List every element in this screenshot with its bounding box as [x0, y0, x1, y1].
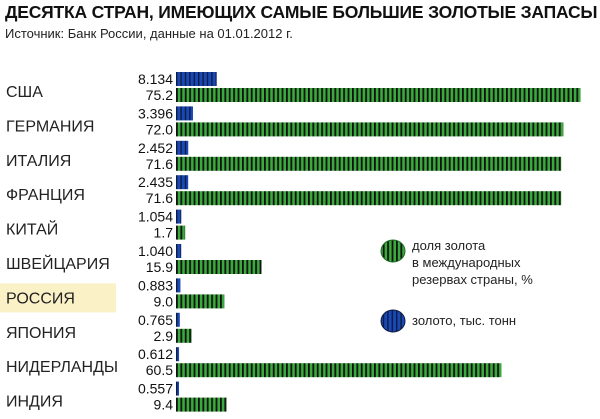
share-value-label: 9.0 — [154, 293, 174, 309]
share-value-label: 9.4 — [154, 397, 174, 413]
country-label: КИТАЙ — [6, 220, 58, 239]
country-label: ИТАЛИЯ — [6, 153, 71, 170]
legend-share-text: в международных — [412, 255, 521, 270]
share-value-label: 15.9 — [146, 259, 173, 275]
country-label: ИНДИЯ — [6, 394, 63, 411]
share-bar — [176, 225, 186, 240]
share-value-label: 2.9 — [154, 328, 174, 344]
country-label: НИДЕРЛАНДЫ — [6, 359, 118, 376]
country-label: ГЕРМАНИЯ — [6, 118, 94, 135]
share-bar — [176, 156, 562, 171]
country-label: ЯПОНИЯ — [6, 325, 76, 342]
share-bar — [176, 122, 564, 137]
gold-bar — [176, 209, 182, 224]
gold-value-label: 2.452 — [138, 140, 173, 156]
share-value-label: 71.6 — [146, 156, 173, 172]
gold-value-label: 0.612 — [138, 346, 173, 362]
gold-value-label: 0.765 — [138, 312, 173, 328]
chart-subtitle: Источник: Банк России, данные на 01.01.2… — [5, 26, 293, 41]
highlight-background — [0, 283, 116, 313]
legend-share-swatch — [380, 239, 406, 263]
country-label: РОССИЯ — [6, 290, 75, 307]
share-bar — [176, 88, 581, 102]
gold-value-label: 1.054 — [138, 209, 173, 225]
share-value-label: 1.7 — [154, 225, 174, 241]
gold-bar — [176, 312, 180, 327]
share-value-label: 75.2 — [146, 87, 173, 103]
gold-value-label: 1.040 — [138, 243, 173, 259]
gold-bar — [176, 244, 182, 258]
country-label: США — [6, 84, 43, 101]
gold-value-label: 8.134 — [138, 71, 173, 87]
gold-bar — [176, 106, 193, 121]
legend-share-text: доля золота — [412, 238, 486, 253]
share-bar — [176, 191, 562, 206]
country-label: ФРАНЦИЯ — [6, 187, 85, 204]
share-value-label: 71.6 — [146, 190, 173, 206]
legend-gold: золото, тыс. тонн — [380, 309, 516, 333]
country-label: ШВЕЙЦАРИЯ — [6, 254, 110, 273]
share-bar — [176, 397, 227, 412]
share-bar — [176, 294, 225, 309]
legend-gold-text: золото, тыс. тонн — [412, 313, 516, 328]
gold-bar — [176, 381, 179, 396]
gold-bar — [176, 175, 189, 190]
gold-bar — [176, 347, 180, 362]
gold-bar — [176, 140, 189, 155]
gold-value-label: 0.883 — [138, 277, 173, 293]
gold-bar — [176, 278, 181, 293]
gold-value-label: 2.435 — [138, 174, 173, 190]
share-value-label: 72.0 — [146, 121, 173, 137]
share-bar — [176, 260, 262, 274]
share-value-label: 60.5 — [146, 362, 173, 378]
share-bar — [176, 363, 502, 378]
gold-value-label: 0.557 — [138, 381, 173, 397]
share-bar — [176, 328, 192, 343]
gold-bar — [176, 72, 217, 86]
chart-title: ДЕСЯТКА СТРАН, ИМЕЮЩИХ САМЫЕ БОЛЬШИЕ ЗОЛ… — [5, 2, 598, 22]
legend-share-text: резервах страны, % — [412, 272, 533, 287]
legend-share: доля золота в международных резервах стран… — [380, 238, 533, 287]
legend-gold-swatch — [380, 309, 406, 333]
gold-value-label: 3.396 — [138, 105, 173, 121]
